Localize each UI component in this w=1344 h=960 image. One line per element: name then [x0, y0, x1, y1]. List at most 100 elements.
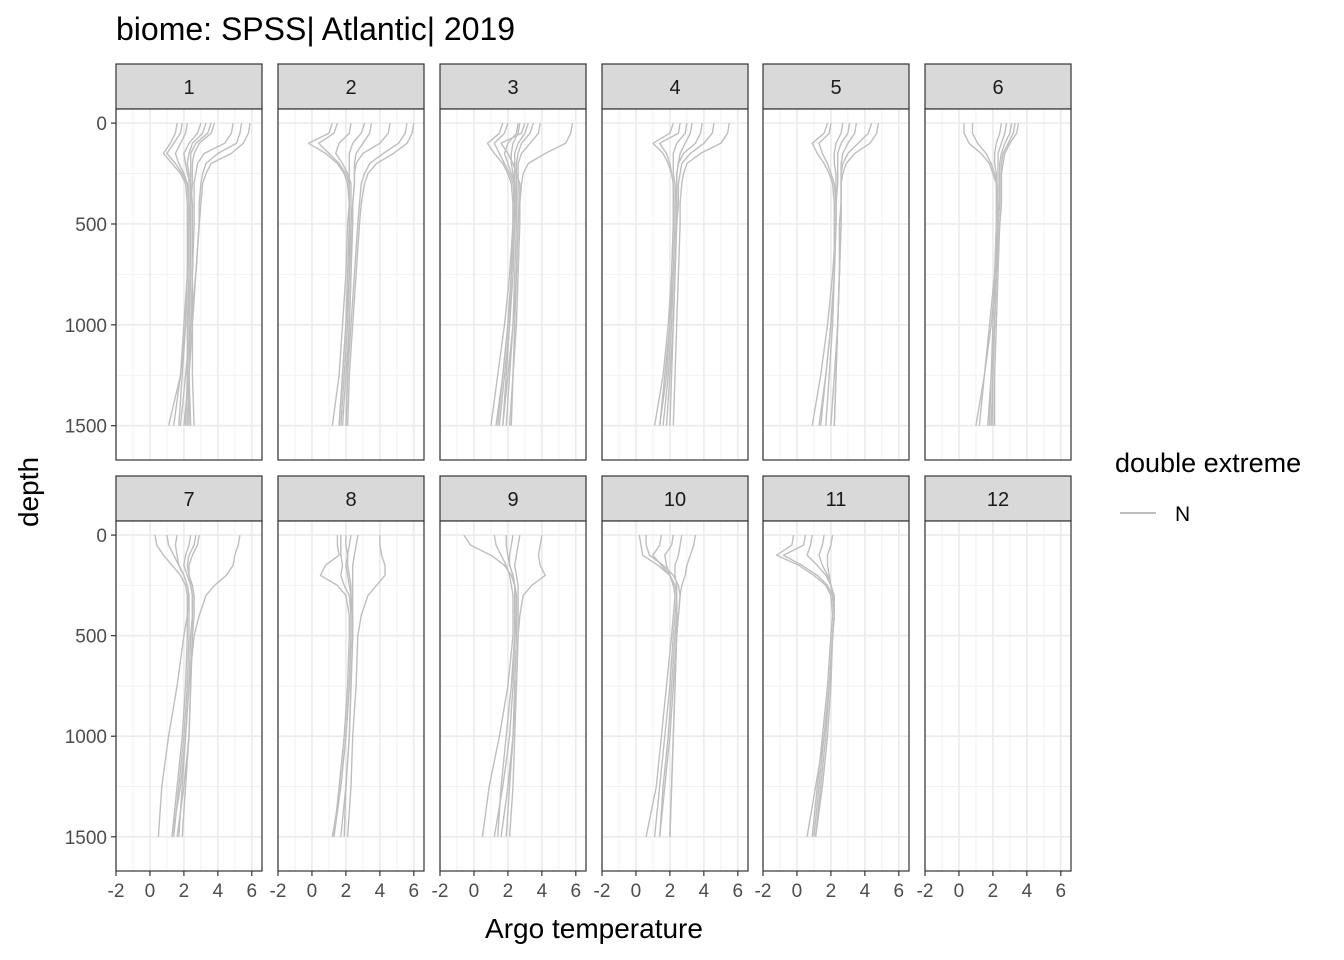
x-tick-label: 4 — [375, 881, 386, 902]
temperature-profile-line — [174, 122, 192, 426]
facet-panel-1: 1 0 500 1000 1500 — [65, 63, 263, 461]
panel-border — [762, 520, 910, 872]
facet-panel-4: 4 — [601, 63, 749, 461]
temperature-profile-line — [510, 122, 541, 426]
panel-border — [439, 520, 587, 872]
panel-border — [277, 520, 425, 872]
facet-strip — [924, 475, 1072, 522]
x-tick-label: -2 — [270, 881, 287, 902]
temperature-profile-line — [157, 534, 190, 837]
panel-background — [763, 521, 909, 871]
x-tick-label: 6 — [409, 881, 420, 902]
temperature-profile-line — [493, 122, 516, 426]
facet-panel-7: 7 0 500 1000 1500 -2 0 2 4 6 — [65, 475, 263, 902]
panel-border — [115, 520, 263, 872]
x-tick-label: -2 — [755, 881, 772, 902]
x-tick-label: 6 — [247, 881, 258, 902]
y-tick-label: 500 — [75, 627, 107, 648]
chart-title: biome: SPSS| Atlantic| 2019 — [116, 11, 515, 47]
y-tick-label: 1500 — [65, 417, 107, 438]
temperature-profile-line — [505, 535, 518, 837]
legend-label: N — [1175, 503, 1190, 526]
temperature-profile-line — [500, 122, 526, 426]
x-tick-label: -2 — [108, 881, 125, 902]
temperature-profile-line — [503, 122, 519, 426]
x-tick-label: 4 — [860, 881, 871, 902]
temperature-profile-line — [775, 534, 834, 837]
y-tick-label: 0 — [96, 526, 107, 547]
temperature-profile-line — [669, 122, 693, 426]
facet-strip-label: 6 — [992, 77, 1003, 99]
facet-panel-9: 9 -2 0 2 4 6 — [432, 475, 587, 902]
facet-strip — [115, 475, 263, 522]
temperature-profile-line — [662, 122, 688, 426]
x-tick-label: -2 — [594, 881, 611, 902]
x-tick-label: 2 — [665, 881, 676, 902]
facet-strip-label: 1 — [183, 77, 194, 99]
facet-strip-label: 7 — [183, 489, 194, 511]
facet-panel-2: 2 — [277, 63, 425, 461]
panel-border — [924, 520, 1072, 872]
x-tick-label: 4 — [537, 881, 548, 902]
facet-panel-3: 3 — [439, 63, 587, 461]
temperature-profile-line — [346, 535, 386, 837]
x-tick-label: 4 — [699, 881, 710, 902]
facet-strip-label: 12 — [987, 489, 1009, 511]
temperature-profile-line — [331, 535, 352, 837]
x-tick-label: 6 — [894, 881, 905, 902]
facet-panel-6: 6 — [924, 63, 1072, 461]
temperature-profile-line — [993, 122, 1020, 426]
temperature-profile-line — [341, 122, 391, 426]
y-tick-label: 500 — [75, 215, 107, 236]
temperature-profile-line — [154, 534, 189, 837]
temperature-profile-line — [811, 122, 844, 426]
facet-strip — [601, 63, 749, 110]
facet-strip — [601, 475, 749, 522]
panel-background — [763, 109, 909, 460]
x-tick-label: 2 — [179, 881, 190, 902]
y-tick-label: 1000 — [65, 727, 107, 748]
temperature-profile-line — [811, 122, 835, 426]
temperature-profile-line — [971, 123, 999, 426]
facet-strip — [762, 63, 910, 110]
x-tick-label: -2 — [917, 881, 934, 902]
x-tick-label: 0 — [469, 881, 480, 902]
x-tick-label: 2 — [988, 881, 999, 902]
temperature-profile-line — [346, 122, 415, 426]
temperature-profile-line — [162, 122, 189, 426]
x-tick-label: 0 — [954, 881, 965, 902]
panel-border — [601, 108, 749, 461]
x-tick-label: 6 — [571, 881, 582, 902]
panel-border — [762, 108, 910, 461]
temperature-profile-line — [645, 535, 681, 837]
x-axis-title: Argo temperature — [485, 913, 703, 944]
x-tick-label: 2 — [503, 881, 514, 902]
x-tick-label: 0 — [307, 881, 318, 902]
facet-strip — [277, 475, 425, 522]
y-tick-label: 0 — [96, 114, 107, 135]
facet-strip-label: 5 — [830, 77, 841, 99]
facet-panel-5: 5 — [762, 63, 910, 461]
temperature-profile-line — [173, 122, 207, 426]
facet-strip — [924, 63, 1072, 110]
temperature-profile-line — [978, 122, 1013, 426]
temperature-profile-line — [652, 122, 674, 426]
temperature-profile-line — [345, 122, 408, 426]
temperature-profile-line — [307, 122, 350, 426]
x-tick-label: 0 — [792, 881, 803, 902]
facet-strip — [439, 475, 587, 522]
temperature-profile-line — [493, 534, 516, 837]
facet-panel-11: 11 -2 0 2 4 6 — [755, 475, 910, 902]
facet-strip-label: 11 — [826, 489, 847, 511]
temperature-profile-line — [818, 122, 837, 426]
temperature-profile-line — [343, 535, 354, 837]
temperature-profile-line — [318, 122, 350, 426]
x-tick-label: 4 — [213, 881, 224, 902]
facet-strip-label: 8 — [345, 489, 356, 511]
facet-panel-12: 12 -2 0 2 4 6 — [917, 475, 1072, 902]
panel-border — [439, 108, 587, 461]
temperature-profile-line — [481, 534, 514, 837]
legend-title: double extreme — [1115, 448, 1301, 478]
x-tick-label: 6 — [733, 881, 744, 902]
